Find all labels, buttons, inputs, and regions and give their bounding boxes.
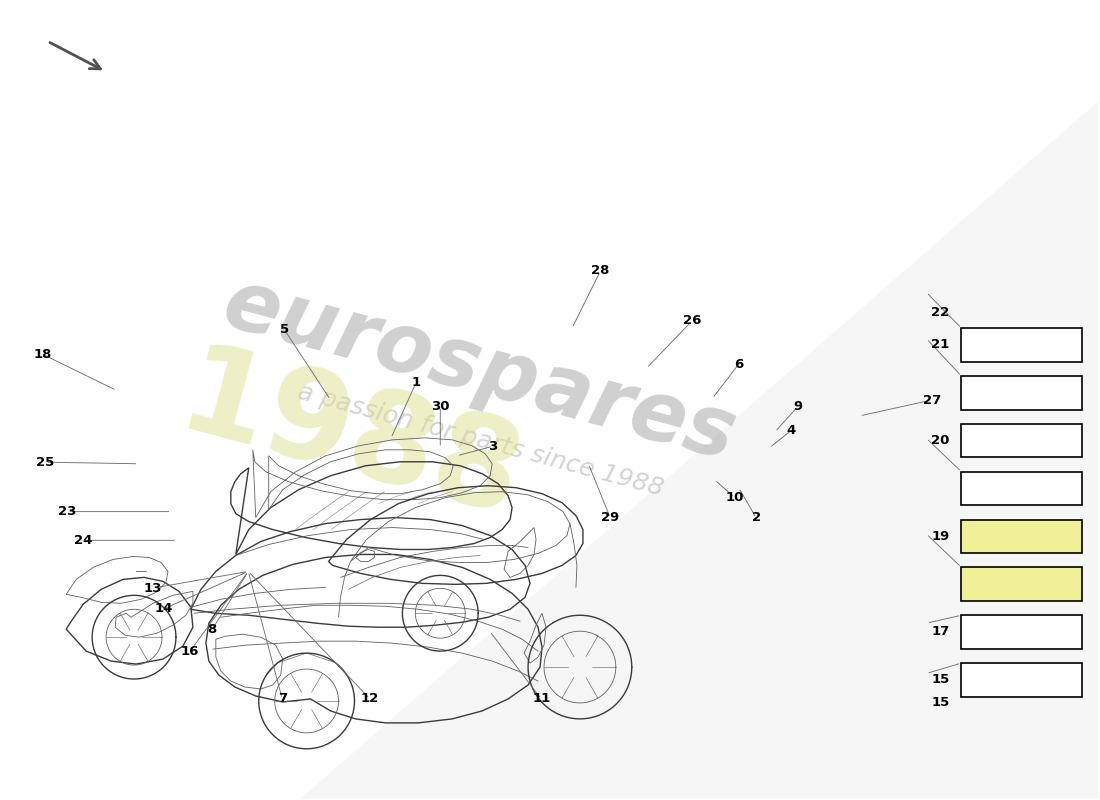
Text: 8: 8 [208,623,217,636]
Polygon shape [300,101,1099,798]
Text: 22: 22 [932,306,949,319]
FancyBboxPatch shape [961,424,1082,458]
Text: 19: 19 [932,530,949,543]
FancyBboxPatch shape [961,328,1082,362]
FancyBboxPatch shape [961,519,1082,553]
FancyBboxPatch shape [961,663,1082,697]
Text: 27: 27 [923,394,940,406]
Text: 5: 5 [279,323,289,336]
FancyBboxPatch shape [961,472,1082,506]
Text: 15: 15 [932,695,949,709]
Text: 15: 15 [932,674,949,686]
FancyBboxPatch shape [961,615,1082,649]
Text: 10: 10 [725,490,744,504]
Text: 11: 11 [532,693,550,706]
Text: 26: 26 [683,314,702,326]
Text: 6: 6 [734,358,744,370]
Text: 14: 14 [155,602,173,615]
Text: 1: 1 [411,376,420,389]
Text: a passion for parts since 1988: a passion for parts since 1988 [295,379,666,500]
Text: 29: 29 [602,511,619,525]
Text: 28: 28 [592,264,609,278]
Text: 7: 7 [277,693,287,706]
Text: 23: 23 [58,505,76,518]
FancyBboxPatch shape [961,376,1082,410]
Text: 20: 20 [931,434,949,447]
Text: 18: 18 [34,348,53,361]
Text: 1988: 1988 [167,336,535,543]
Text: 4: 4 [786,424,796,437]
Text: eurospares: eurospares [216,262,745,478]
Text: 3: 3 [488,440,497,453]
Text: 2: 2 [751,511,761,525]
Text: 21: 21 [932,338,949,351]
Text: 17: 17 [932,626,949,638]
Text: 24: 24 [75,534,92,547]
Text: 30: 30 [431,400,450,413]
Text: 16: 16 [180,645,199,658]
Text: 25: 25 [36,456,54,469]
Text: 9: 9 [793,400,803,413]
FancyBboxPatch shape [961,567,1082,601]
Text: 13: 13 [144,582,162,594]
Text: 12: 12 [361,693,379,706]
